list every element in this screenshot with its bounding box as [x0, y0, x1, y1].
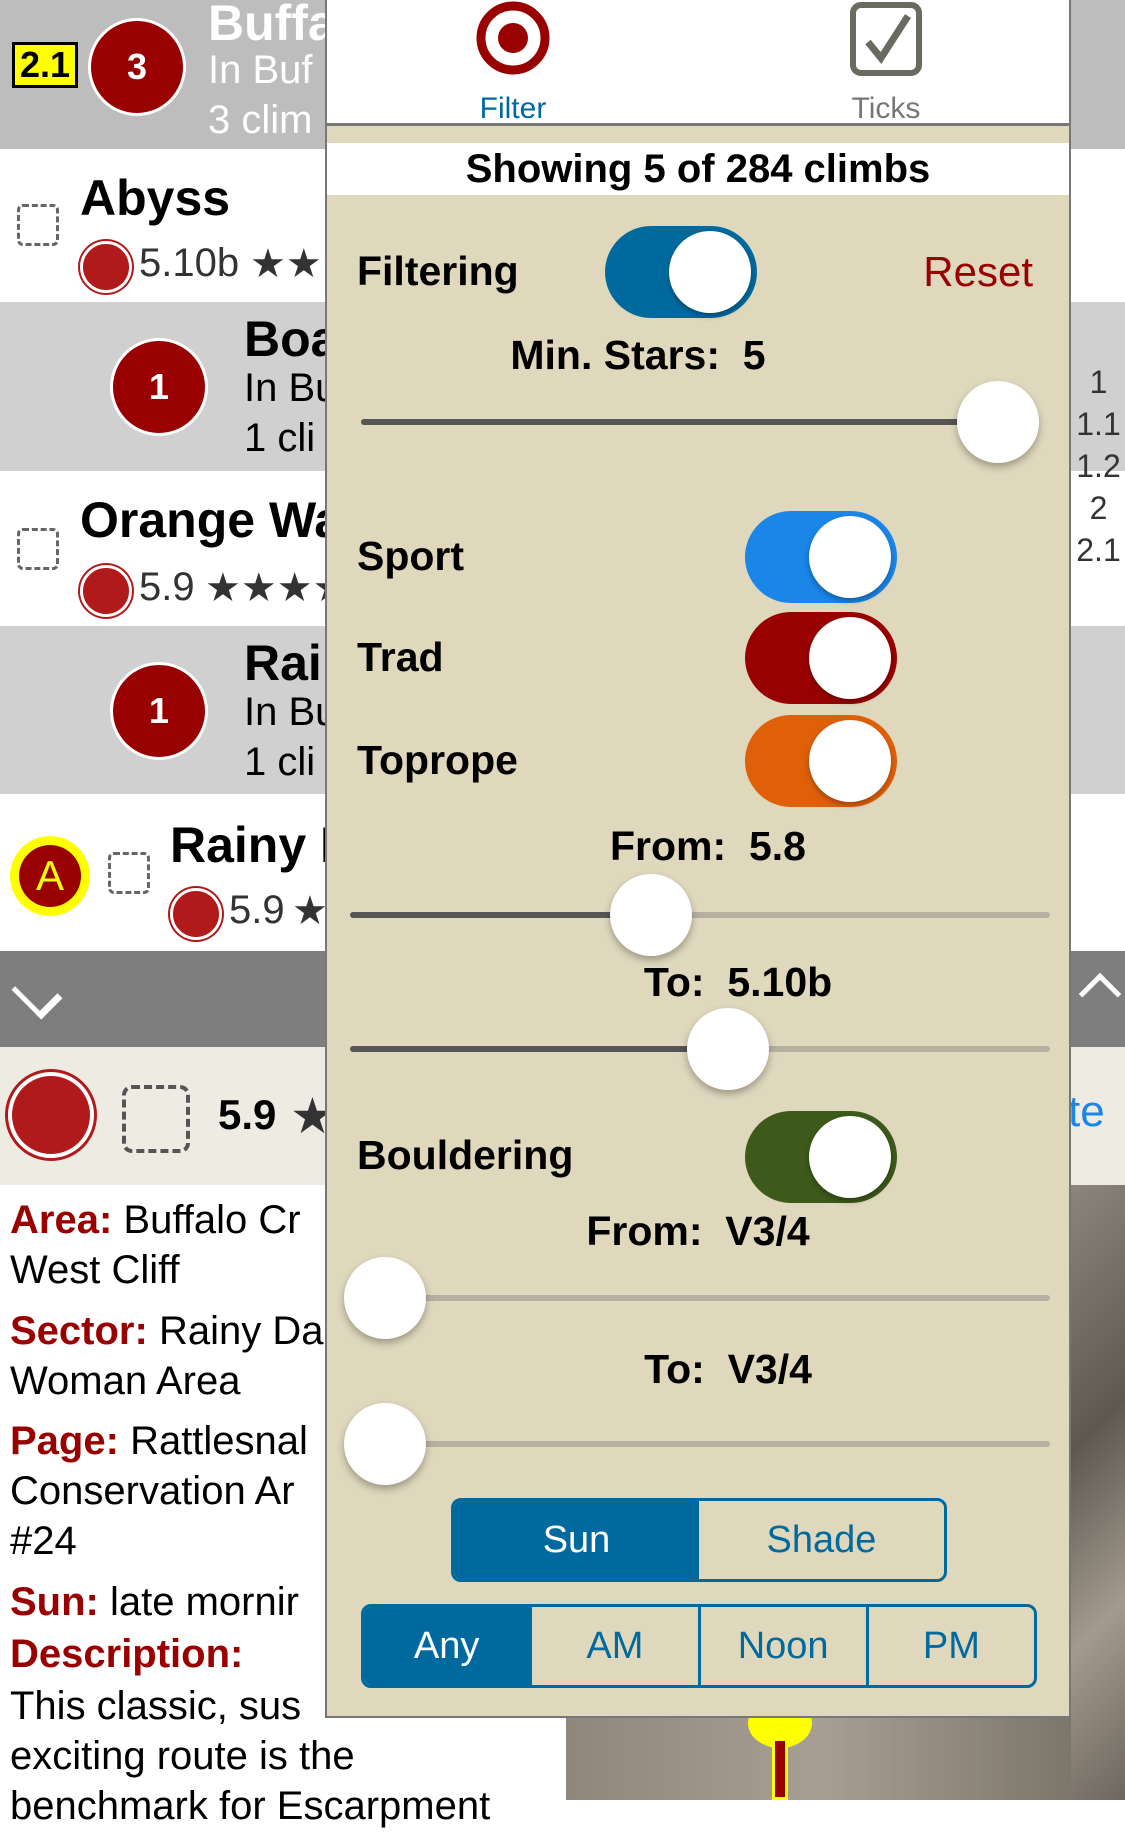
tab-filter[interactable]: Filter — [413, 0, 613, 126]
detail-sector-cont: Woman Area — [10, 1359, 241, 1403]
checkbox-icon — [850, 2, 922, 76]
area-number-badge: 2.1 — [12, 42, 78, 88]
detail-sector: Sector: Rainy Da — [10, 1309, 324, 1353]
climb-stars: ★★★★ — [205, 566, 349, 610]
segment-am[interactable]: AM — [529, 1607, 697, 1685]
area-subtitle: In Bu — [244, 690, 338, 734]
description-line: exciting route is the — [10, 1734, 355, 1778]
segment-sun[interactable]: Sun — [454, 1501, 699, 1579]
target-icon — [476, 1, 550, 75]
filtering-toggle[interactable] — [605, 226, 757, 318]
boulder-to-label: To: V3/4 — [644, 1346, 812, 1392]
area-climb-count: 3 clim — [208, 98, 313, 142]
marker-letter: A — [19, 845, 81, 907]
climb-count-circle: 3 — [88, 18, 186, 116]
boulder-from-slider[interactable] — [344, 1257, 1050, 1339]
index-item[interactable]: 1.2 — [1076, 448, 1121, 484]
min-stars-label: Min. Stars: 5 — [510, 332, 766, 378]
grade-from-label: From: 5.8 — [610, 823, 806, 869]
map-image[interactable] — [566, 1698, 1071, 1800]
description-line: benchmark for Escarpment — [10, 1784, 491, 1828]
filter-popover: Filter Ticks Showing 5 of 284 climbs Fil… — [325, 0, 1071, 1718]
trad-label: Trad — [357, 634, 444, 680]
route-line — [772, 1738, 788, 1800]
boulder-from-label: From: V3/4 — [586, 1208, 810, 1254]
detail-page: Page: Rattlesnal — [10, 1419, 308, 1463]
area-climb-count: 1 cli — [244, 416, 316, 460]
route-type-icon — [80, 241, 132, 293]
sport-toggle[interactable] — [745, 511, 897, 603]
segment-any[interactable]: Any — [364, 1607, 530, 1685]
edge-link[interactable]: te — [1068, 1087, 1105, 1136]
grade-to-slider[interactable] — [350, 1008, 1050, 1090]
detail-area: Area: Buffalo Cr — [10, 1198, 301, 1242]
tick-checkbox[interactable] — [108, 852, 150, 894]
slider-knob[interactable] — [957, 381, 1039, 463]
grade-from-slider[interactable] — [350, 874, 1050, 956]
climb-grade: 5.9 — [139, 565, 195, 609]
toprope-label: Toprope — [357, 737, 518, 783]
tick-checkbox[interactable] — [17, 204, 59, 246]
map-image[interactable] — [1071, 1185, 1125, 1800]
climb-name: Orange Wa — [80, 492, 343, 548]
segment-pm[interactable]: PM — [865, 1607, 1034, 1685]
description-line: This classic, sus — [10, 1684, 302, 1728]
bouldering-toggle[interactable] — [745, 1111, 897, 1203]
tick-checkbox[interactable] — [17, 528, 59, 570]
climb-count-circle: 1 — [110, 662, 208, 760]
time-of-day-segmented-control: Any AM Noon PM — [361, 1604, 1037, 1688]
climb-name: Abyss — [80, 170, 231, 226]
index-item[interactable]: 2 — [1089, 490, 1108, 526]
filtering-label: Filtering — [357, 248, 519, 294]
slider-knob[interactable] — [344, 1257, 426, 1339]
segment-noon[interactable]: Noon — [697, 1607, 866, 1685]
grade-to-label: To: 5.10b — [643, 959, 833, 1005]
tick-checkbox[interactable] — [122, 1085, 190, 1153]
reset-button[interactable]: Reset — [923, 248, 1033, 295]
boulder-to-slider[interactable] — [344, 1403, 1050, 1485]
area-title: Rai — [244, 635, 322, 691]
detail-page-cont: Conservation Ar — [10, 1469, 295, 1513]
tab-ticks[interactable]: Ticks — [786, 0, 986, 126]
tab-label: Ticks — [851, 92, 921, 125]
climb-name: Rainy I — [170, 817, 334, 873]
climb-grade: 5.10b — [139, 241, 240, 285]
chevron-down-icon[interactable] — [11, 968, 63, 1020]
min-stars-slider[interactable] — [361, 381, 1039, 463]
detail-page-cont2: #24 — [10, 1519, 77, 1563]
detail-area-cont: West Cliff — [10, 1248, 180, 1292]
slider-knob[interactable] — [344, 1403, 426, 1485]
index-item[interactable]: 1 — [1089, 364, 1108, 400]
sport-label: Sport — [357, 533, 465, 579]
slider-knob[interactable] — [687, 1008, 769, 1090]
popover-tab-bar: Filter Ticks — [327, 0, 1069, 126]
detail-grade: 5.9 — [218, 1091, 277, 1138]
route-type-icon — [170, 888, 222, 940]
area-subtitle: In Buf — [208, 48, 313, 92]
index-item[interactable]: 1.1 — [1076, 406, 1121, 442]
area-title: Boa — [244, 311, 339, 367]
index-item[interactable]: 2.1 — [1076, 532, 1121, 568]
detail-sun: Sun: late mornir — [10, 1580, 299, 1624]
route-type-icon — [80, 565, 132, 617]
area-climb-count: 1 cli — [244, 740, 316, 784]
bouldering-label: Bouldering — [357, 1132, 574, 1178]
segment-shade[interactable]: Shade — [766, 1518, 877, 1561]
climb-grade: 5.9 — [229, 888, 285, 932]
trad-toggle[interactable] — [745, 612, 897, 704]
slider-knob[interactable] — [610, 874, 692, 956]
results-summary: Showing 5 of 284 climbs — [327, 143, 1069, 195]
toprope-toggle[interactable] — [745, 715, 897, 807]
map-marker-badge: A — [10, 836, 90, 916]
area-subtitle: In Bu — [244, 366, 338, 410]
tab-label: Filter — [479, 92, 547, 125]
chevron-up-icon[interactable] — [1078, 972, 1122, 1016]
route-type-icon — [8, 1072, 94, 1158]
sun-shade-segmented-control: Sun Shade — [451, 1498, 947, 1582]
climb-count-circle: 1 — [110, 338, 208, 436]
detail-description-label: Description: — [10, 1632, 244, 1676]
climb-stars: ★ — [292, 889, 328, 933]
area-title: Buffa — [208, 0, 336, 51]
